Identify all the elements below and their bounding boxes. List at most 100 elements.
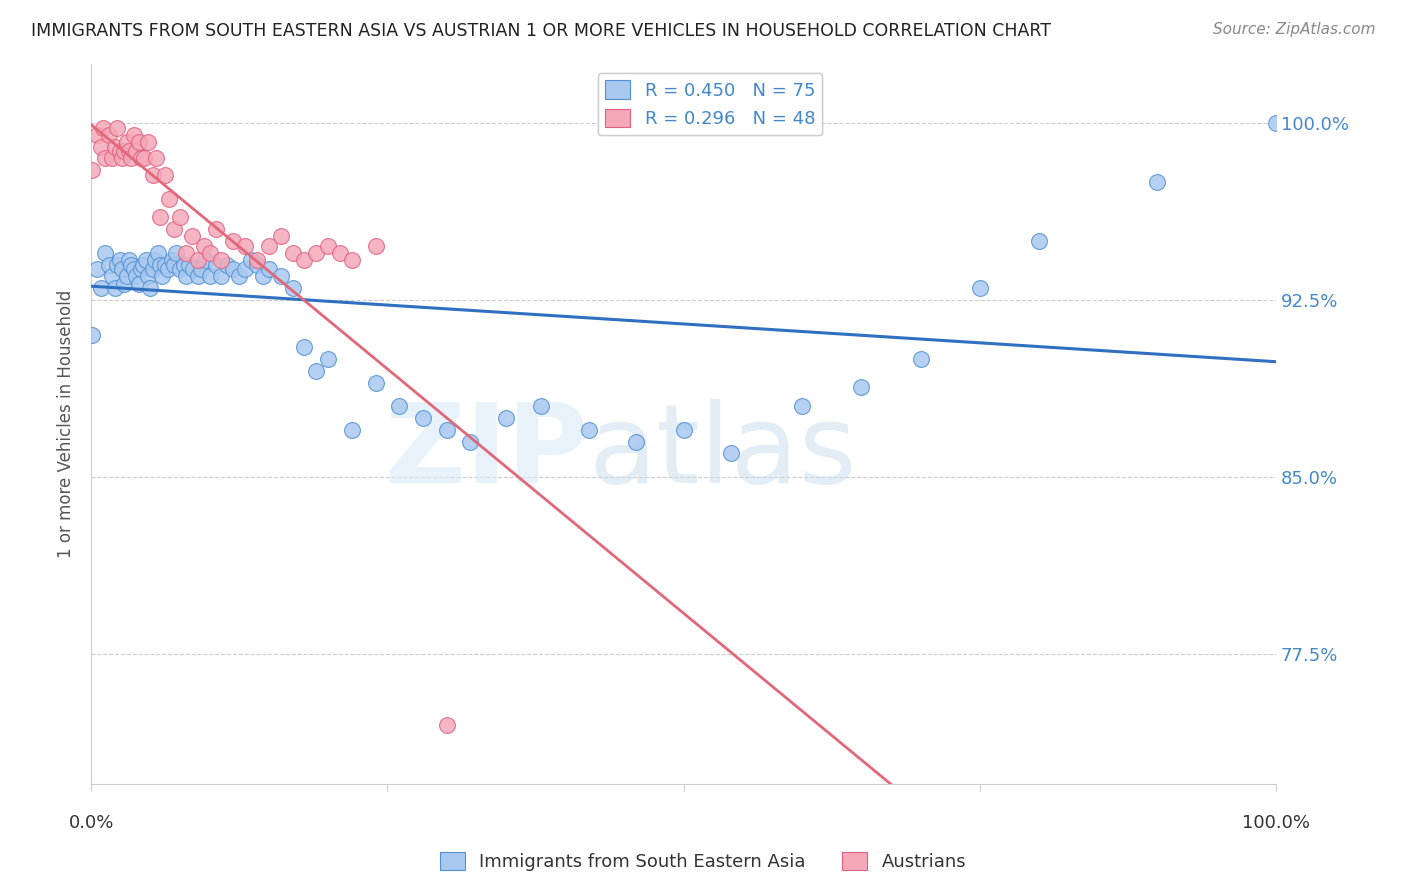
Point: [108, 252, 131, 267]
Point: [115, 269, 138, 284]
Point: [145, 152, 167, 166]
Text: IMMIGRANTS FROM SOUTH EASTERN ASIA VS AUSTRIAN 1 OR MORE VEHICLES IN HOUSEHOLD C: IMMIGRANTS FROM SOUTH EASTERN ASIA VS AU…: [31, 22, 1050, 40]
Point: [166, 245, 188, 260]
Point: [851, 380, 873, 394]
Point: [104, 139, 127, 153]
Point: [458, 434, 481, 449]
Point: [111, 262, 134, 277]
Point: [222, 262, 245, 277]
Point: [129, 152, 152, 166]
Point: [187, 252, 209, 267]
Point: [125, 145, 148, 159]
Point: [105, 258, 128, 272]
Point: [122, 262, 145, 277]
Point: [105, 120, 128, 135]
Point: [316, 239, 339, 253]
Point: [146, 245, 169, 260]
Point: [436, 718, 458, 732]
Point: [294, 340, 316, 354]
Point: [90, 281, 112, 295]
Point: [128, 277, 150, 291]
Point: [112, 277, 135, 291]
Point: [160, 252, 183, 267]
Point: [305, 364, 328, 378]
Point: [139, 281, 162, 295]
Point: [111, 152, 134, 166]
Point: [82, 328, 104, 343]
Point: [720, 446, 742, 460]
Point: [252, 269, 274, 284]
Point: [97, 258, 120, 272]
Point: [672, 423, 695, 437]
Point: [198, 269, 221, 284]
Point: [181, 262, 204, 277]
Point: [136, 269, 159, 284]
Point: [305, 245, 328, 260]
Point: [270, 269, 292, 284]
Point: [910, 352, 932, 367]
Point: [179, 258, 201, 272]
Point: [624, 434, 647, 449]
Point: [136, 135, 159, 149]
Point: [153, 168, 176, 182]
Text: atlas: atlas: [589, 400, 858, 507]
Point: [969, 281, 991, 295]
Point: [153, 258, 176, 272]
Point: [149, 211, 172, 225]
Point: [149, 258, 172, 272]
Legend: R = 0.450   N = 75, R = 0.296   N = 48: R = 0.450 N = 75, R = 0.296 N = 48: [598, 73, 823, 136]
Point: [118, 145, 141, 159]
Point: [129, 262, 152, 277]
Point: [104, 281, 127, 295]
Point: [86, 128, 108, 142]
Point: [94, 152, 117, 166]
Point: [135, 252, 157, 267]
Point: [340, 423, 363, 437]
Point: [257, 239, 280, 253]
Point: [169, 211, 191, 225]
Point: [222, 234, 245, 248]
Point: [436, 423, 458, 437]
Text: ZIP: ZIP: [385, 400, 589, 507]
Point: [134, 152, 156, 166]
Point: [122, 128, 145, 142]
Point: [142, 168, 165, 182]
Y-axis label: 1 or more Vehicles in Household: 1 or more Vehicles in Household: [58, 290, 75, 558]
Point: [530, 399, 553, 413]
Point: [174, 245, 197, 260]
Point: [412, 411, 434, 425]
Point: [1265, 116, 1288, 130]
Point: [180, 229, 202, 244]
Legend: Immigrants from South Eastern Asia, Austrians: Immigrants from South Eastern Asia, Aust…: [433, 845, 973, 879]
Point: [94, 245, 117, 260]
Point: [82, 163, 104, 178]
Point: [217, 258, 239, 272]
Text: Source: ZipAtlas.com: Source: ZipAtlas.com: [1212, 22, 1375, 37]
Point: [108, 145, 131, 159]
Point: [143, 252, 166, 267]
Point: [340, 252, 363, 267]
Point: [125, 269, 148, 284]
Point: [364, 376, 387, 390]
Point: [132, 258, 155, 272]
Point: [173, 258, 195, 272]
Point: [169, 262, 191, 277]
Point: [495, 411, 517, 425]
Point: [120, 152, 142, 166]
Point: [246, 258, 269, 272]
Point: [128, 135, 150, 149]
Point: [120, 258, 142, 272]
Point: [198, 245, 221, 260]
Point: [211, 269, 233, 284]
Point: [187, 269, 209, 284]
Point: [150, 269, 173, 284]
Point: [163, 258, 186, 272]
Point: [364, 239, 387, 253]
Text: 0.0%: 0.0%: [69, 814, 114, 832]
Point: [174, 269, 197, 284]
Point: [281, 245, 304, 260]
Point: [257, 262, 280, 277]
Point: [86, 262, 108, 277]
Point: [294, 252, 316, 267]
Point: [228, 269, 250, 284]
